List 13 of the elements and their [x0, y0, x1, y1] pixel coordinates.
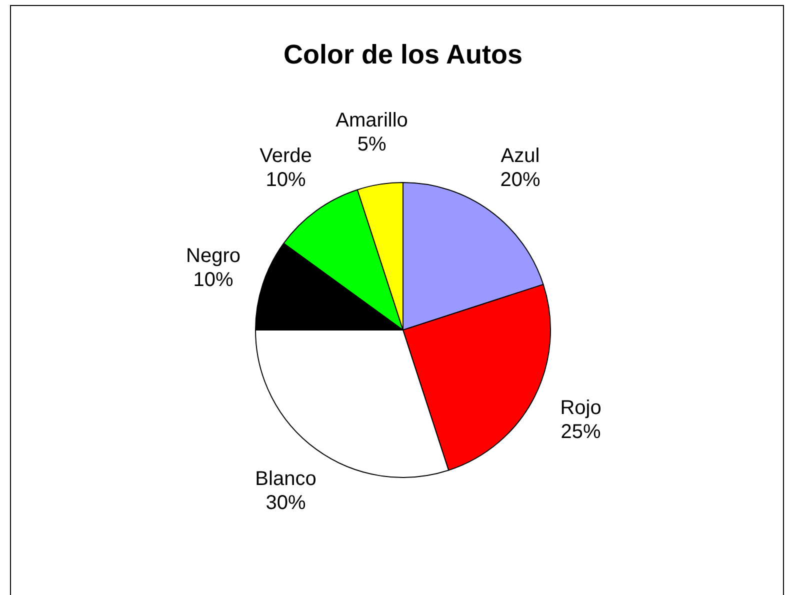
data-label: 20% [500, 169, 540, 192]
data-label: 10% [266, 169, 306, 192]
data-label: 5% [357, 133, 386, 156]
data-label: 10% [193, 268, 234, 291]
data-label: 30% [266, 492, 306, 514]
slice-label: Verde [260, 145, 312, 168]
chart-title: Color de los Autos [283, 39, 523, 70]
data-label: 25% [560, 421, 601, 444]
slice-label: Amarillo [336, 109, 408, 132]
slice-label: Rojo [560, 397, 602, 420]
slice-label: Azul [500, 145, 540, 168]
slice-label: Negro [186, 244, 241, 267]
slice-label: Blanco [255, 468, 316, 490]
